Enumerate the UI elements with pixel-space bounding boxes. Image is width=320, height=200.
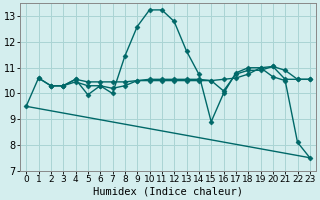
X-axis label: Humidex (Indice chaleur): Humidex (Indice chaleur) [93, 187, 243, 197]
